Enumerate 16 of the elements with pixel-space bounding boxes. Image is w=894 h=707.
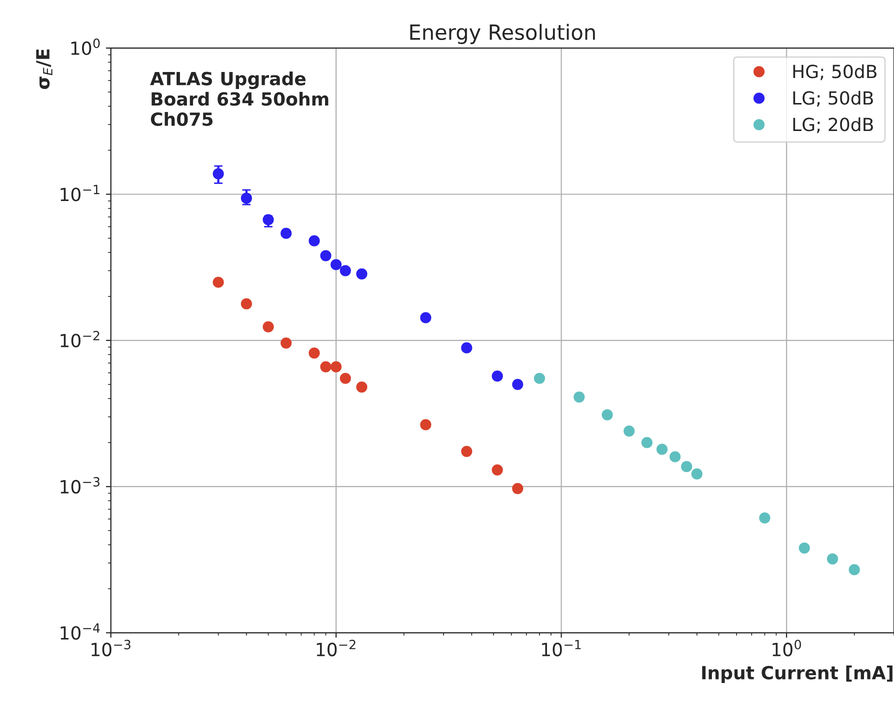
annotation: ATLAS Upgrade Board 634 50ohm Ch075 xyxy=(150,71,328,126)
legend-label: HG; 50dB xyxy=(793,64,876,80)
x-axis-title: Input Current [mA] xyxy=(702,666,892,683)
x-tick-label: 10$^{−2}$ xyxy=(316,640,356,656)
legend-label: LG; 50dB xyxy=(793,90,873,107)
x-tick-label: 10$^{−3}$ xyxy=(92,640,130,656)
y-tick-label: 10$^{−1}$ xyxy=(60,184,100,202)
y-tick-label: 10$^{−4}$ xyxy=(60,623,100,640)
y-tick-label: 10$^{0}$ xyxy=(71,38,100,56)
y-tick-label: 10$^{−3}$ xyxy=(60,477,100,494)
y-tick-label: 10$^{−2}$ xyxy=(60,330,100,348)
legend-label: LG; 20dB xyxy=(793,117,873,134)
x-tick-label: 10$^{0}$ xyxy=(772,640,801,656)
x-tick-label: 10$^{−1}$ xyxy=(542,640,581,656)
y-axis-title: σ$_{E}$/E xyxy=(36,49,52,90)
chart-title: Energy Resolution xyxy=(410,24,595,44)
